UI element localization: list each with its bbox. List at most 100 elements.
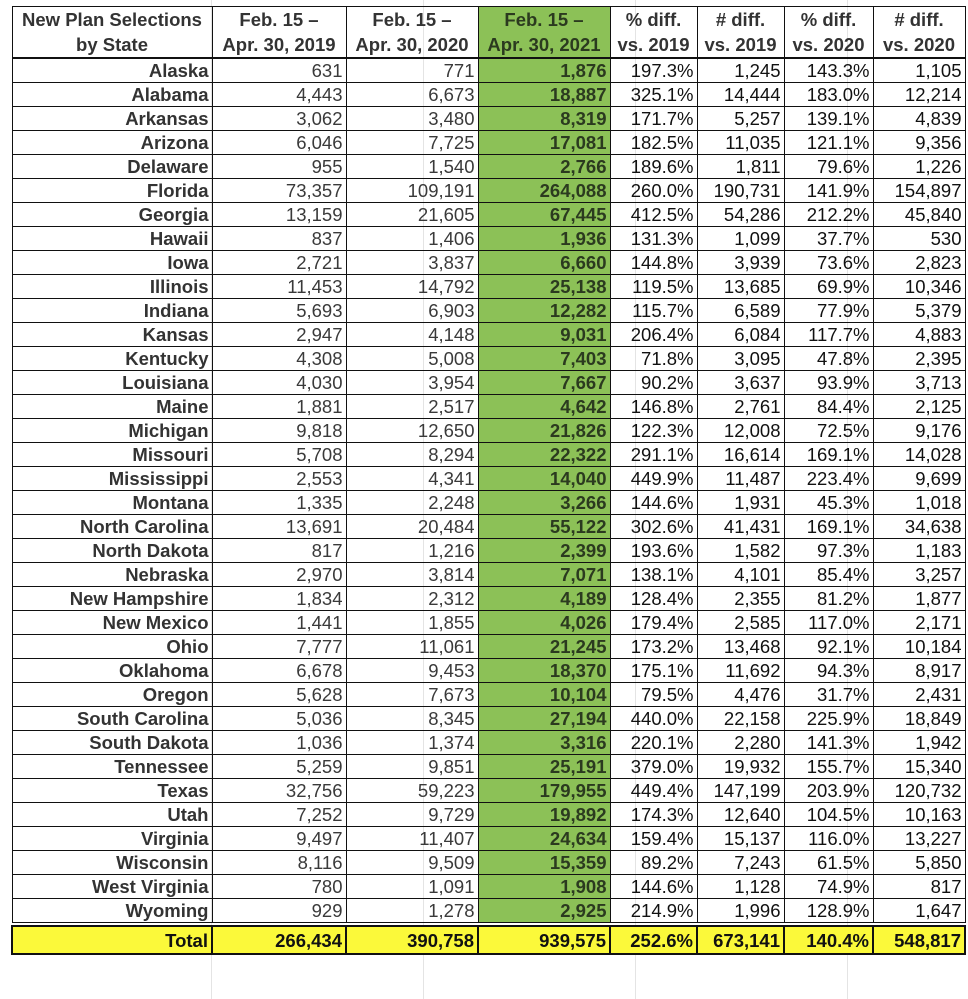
cell-selections-2020: 1,278 [345,898,479,923]
cell-num-diff-vs-2019: 4,476 [696,682,785,707]
cell-selections-2021: 264,088 [477,178,611,203]
cell-state: South Carolina [11,706,213,731]
table-row: Wisconsin 8,116 9,509 15,359 89.2% 7,243 61.5%… [11,850,966,875]
cell-pct-diff-vs-2019: 302.6% [609,514,698,539]
cell-num-diff-vs-2019: 1,582 [696,538,785,563]
cell-pct-diff-vs-2019: 206.4% [609,322,698,347]
cell-num-diff-vs-2019: 190,731 [696,178,785,203]
cell-state: Wyoming [11,898,213,923]
cell-selections-2019: 9,818 [211,418,347,443]
cell-state: West Virginia [11,874,213,899]
cell-pct-diff-vs-2019: 71.8% [609,346,698,371]
cell-pct-diff-vs-2020: 139.1% [783,106,874,131]
table-row: Iowa 2,721 3,837 6,660 144.8% 3,939 73.6% 2,823 [11,250,966,275]
cell-selections-2020: 3,954 [345,370,479,395]
cell-state: Delaware [11,154,213,179]
table-row: Oklahoma 6,678 9,453 18,370 175.1% 11,692 94.3… [11,658,966,683]
cell-num-diff-vs-2019: 2,280 [696,730,785,755]
cell-num-diff-vs-2019: 3,095 [696,346,785,371]
cell-state: Total [11,925,213,955]
header-line: vs. 2019 [704,34,777,55]
cell-pct-diff-vs-2020: 81.2% [783,586,874,611]
cell-selections-2021: 15,359 [477,850,611,875]
cell-num-diff-vs-2020: 5,379 [872,298,966,323]
column-header-pct-diff-vs-2020: % diff. vs. 2020 [783,6,874,59]
cell-num-diff-vs-2020: 8,917 [872,658,966,683]
header-line: New Plan Selections [22,9,202,30]
cell-state: Tennessee [11,754,213,779]
cell-pct-diff-vs-2020: 84.4% [783,394,874,419]
cell-pct-diff-vs-2019: 214.9% [609,898,698,923]
header-line: vs. 2020 [882,34,955,55]
cell-num-diff-vs-2020: 2,431 [872,682,966,707]
cell-state: Alaska [11,57,213,83]
cell-num-diff-vs-2019: 3,939 [696,250,785,275]
cell-selections-2019: 5,628 [211,682,347,707]
cell-selections-2019: 32,756 [211,778,347,803]
cell-selections-2019: 5,693 [211,298,347,323]
table-row: Tennessee 5,259 9,851 25,191 379.0% 19,932 155… [11,754,966,779]
header-line: % diff. [625,9,682,30]
table-row: Mississippi 2,553 4,341 14,040 449.9% 11,487 2… [11,466,966,491]
header-line: Apr. 30, 2020 [355,34,469,55]
cell-num-diff-vs-2020: 1,105 [872,57,966,83]
column-header-pct-diff-vs-2019: % diff. vs. 2019 [609,6,698,59]
cell-state: Louisiana [11,370,213,395]
cell-selections-2021: 17,081 [477,130,611,155]
cell-selections-2019: 3,062 [211,106,347,131]
cell-state: North Carolina [11,514,213,539]
table-row: Oregon 5,628 7,673 10,104 79.5% 4,476 31.7% 2,4… [11,682,966,707]
header-line: # diff. [894,9,944,30]
cell-selections-2020: 3,814 [345,562,479,587]
header-line: by State [76,34,148,55]
cell-selections-2021: 55,122 [477,514,611,539]
table-row: Maine 1,881 2,517 4,642 146.8% 2,761 84.4% 2,12… [11,394,966,419]
cell-pct-diff-vs-2019: 193.6% [609,538,698,563]
cell-num-diff-vs-2020: 548,817 [872,925,966,955]
cell-state: Wisconsin [11,850,213,875]
cell-num-diff-vs-2020: 1,647 [872,898,966,923]
cell-selections-2020: 1,406 [345,226,479,251]
cell-pct-diff-vs-2020: 121.1% [783,130,874,155]
cell-num-diff-vs-2020: 1,877 [872,586,966,611]
table-row: New Hampshire 1,834 2,312 4,189 128.4% 2,355 8… [11,586,966,611]
cell-num-diff-vs-2019: 5,257 [696,106,785,131]
cell-selections-2021: 12,282 [477,298,611,323]
cell-num-diff-vs-2020: 12,214 [872,82,966,107]
cell-selections-2021: 7,403 [477,346,611,371]
cell-pct-diff-vs-2019: 179.4% [609,610,698,635]
cell-selections-2021: 4,642 [477,394,611,419]
cell-selections-2020: 9,509 [345,850,479,875]
cell-num-diff-vs-2020: 10,184 [872,634,966,659]
cell-state: Indiana [11,298,213,323]
cell-state: Mississippi [11,466,213,491]
header-line: Apr. 30, 2019 [222,34,336,55]
cell-num-diff-vs-2020: 4,839 [872,106,966,131]
cell-pct-diff-vs-2020: 116.0% [783,826,874,851]
cell-pct-diff-vs-2019: 171.7% [609,106,698,131]
cell-num-diff-vs-2019: 15,137 [696,826,785,851]
cell-selections-2021: 14,040 [477,466,611,491]
cell-state: Iowa [11,250,213,275]
cell-num-diff-vs-2020: 10,346 [872,274,966,299]
cell-num-diff-vs-2019: 2,585 [696,610,785,635]
cell-pct-diff-vs-2020: 73.6% [783,250,874,275]
cell-num-diff-vs-2020: 530 [872,226,966,251]
cell-state: Texas [11,778,213,803]
cell-state: Nebraska [11,562,213,587]
cell-selections-2019: 4,443 [211,82,347,107]
cell-num-diff-vs-2019: 1,128 [696,874,785,899]
header-line: # diff. [715,9,766,30]
cell-num-diff-vs-2020: 1,942 [872,730,966,755]
cell-num-diff-vs-2019: 13,685 [696,274,785,299]
cell-selections-2020: 2,248 [345,490,479,515]
cell-state: Illinois [11,274,213,299]
cell-pct-diff-vs-2019: 119.5% [609,274,698,299]
cell-num-diff-vs-2020: 1,018 [872,490,966,515]
cell-selections-2020: 9,851 [345,754,479,779]
cell-num-diff-vs-2019: 6,084 [696,322,785,347]
cell-state: Montana [11,490,213,515]
table-row: Illinois 11,453 14,792 25,138 119.5% 13,685 69… [11,274,966,299]
cell-selections-2021: 19,892 [477,802,611,827]
cell-num-diff-vs-2019: 1,245 [696,57,785,83]
